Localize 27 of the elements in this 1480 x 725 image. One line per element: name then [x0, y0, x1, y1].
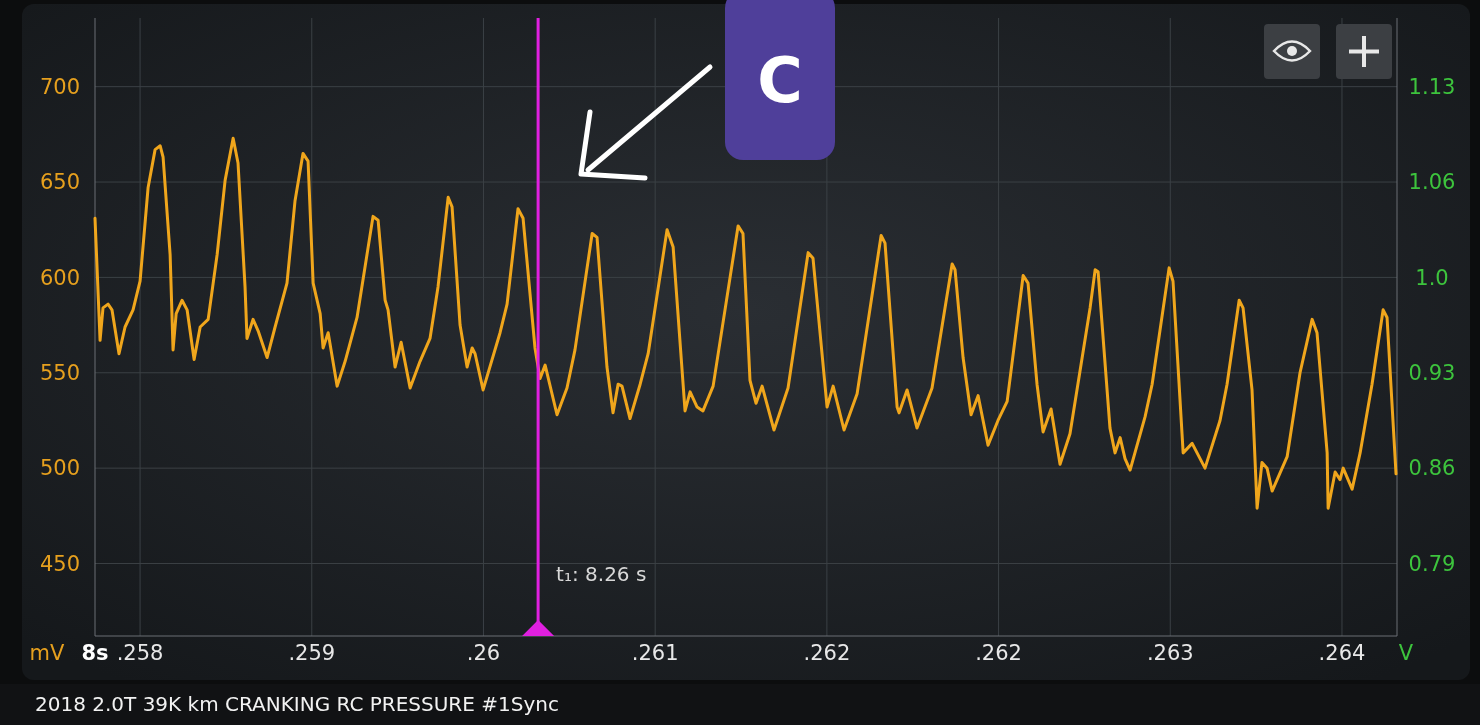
y-tick-label: 650	[39, 170, 81, 195]
x-tick-label: .258	[116, 641, 164, 665]
x-tick-label: .261	[631, 641, 679, 665]
x-tick-label: .262	[975, 641, 1022, 665]
x-tick-label: .263	[1146, 641, 1194, 665]
y2-tick-label: 1.06	[1408, 170, 1456, 195]
y-tick-label: 550	[39, 361, 81, 386]
y-tick-label: 450	[39, 551, 81, 576]
y-tick-label: 500	[39, 456, 81, 481]
y2-tick-label: 1.0	[1415, 265, 1449, 290]
x-tick-label: .26	[466, 641, 501, 665]
annotation: C	[757, 44, 803, 117]
y-tick-label: 600	[39, 265, 81, 290]
y2-tick-label: 0.79	[1408, 551, 1456, 576]
y-axis-title: mV	[29, 641, 66, 665]
y2-tick-label: 0.86	[1408, 456, 1456, 481]
y2-axis-title: V	[1398, 641, 1414, 665]
y2-tick-label: 1.13	[1408, 75, 1456, 100]
text: 2018 2.0T 39K km CRANKING RC PRESSURE #1Sync	[35, 692, 559, 716]
x-tick-label: .264	[1318, 641, 1366, 665]
x-tick-label: .262	[803, 641, 851, 665]
y2-tick-label: 0.93	[1408, 361, 1456, 386]
x-axis-title: 8s	[81, 641, 109, 665]
line-series	[93, 136, 1398, 510]
annotation: t₁: 8.26 s	[556, 562, 647, 586]
y-tick-label: 700	[39, 75, 81, 100]
x-tick-label: .259	[288, 641, 336, 665]
